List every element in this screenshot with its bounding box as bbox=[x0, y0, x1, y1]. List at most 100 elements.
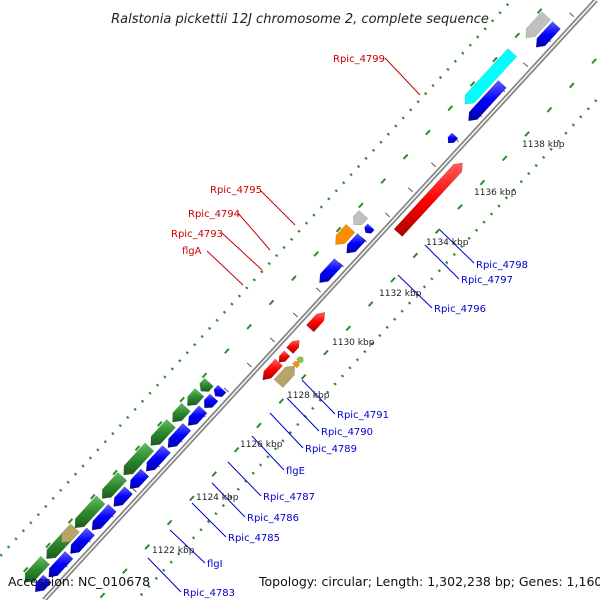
accession-text: Accession: NC_010678 bbox=[8, 574, 150, 589]
gene-rpic-4797[interactable] bbox=[335, 224, 356, 245]
gene-label-rpic-4786[interactable]: Rpic_4786 bbox=[247, 513, 299, 524]
gc-dot bbox=[282, 245, 286, 250]
gene-green-run-2[interactable] bbox=[74, 495, 106, 529]
gc-dash bbox=[434, 228, 441, 235]
gene-label-rpic-4783[interactable]: Rpic_4783 bbox=[183, 588, 235, 599]
gene-blue-run-8[interactable] bbox=[187, 405, 208, 426]
gene-rpic-4798[interactable] bbox=[364, 223, 375, 234]
gene-blue-run-5[interactable] bbox=[129, 468, 150, 490]
gc-dot bbox=[437, 269, 441, 273]
gene-blue-run-7[interactable] bbox=[167, 422, 192, 448]
gc-dot bbox=[251, 471, 255, 475]
gc-dot bbox=[258, 463, 263, 467]
gene-green-run-5[interactable] bbox=[150, 419, 176, 446]
gc-dot bbox=[379, 140, 383, 144]
gene-blue-d[interactable] bbox=[535, 21, 561, 48]
gc-dot bbox=[237, 294, 242, 298]
gc-dot bbox=[139, 592, 144, 597]
gene-blue-run-10[interactable] bbox=[213, 384, 227, 398]
gene-green-run-7[interactable] bbox=[187, 388, 205, 407]
gene-label-rpic-4798[interactable]: Rpic_4798 bbox=[476, 260, 528, 271]
gene-cyan[interactable] bbox=[464, 48, 518, 105]
gc-dot bbox=[281, 439, 285, 443]
gene-label-rpic-4794[interactable]: Rpic_4794 bbox=[188, 209, 240, 220]
tick bbox=[407, 187, 414, 193]
gene-label-rpic-4790[interactable]: Rpic_4790 bbox=[321, 427, 373, 438]
gene-label-rpic-4791[interactable]: Rpic_4791 bbox=[337, 410, 389, 421]
gc-dash bbox=[224, 348, 230, 354]
tick bbox=[292, 312, 298, 318]
gene-green-run-6[interactable] bbox=[172, 402, 191, 423]
gene-label-rpic-4793[interactable]: Rpic_4793 bbox=[171, 229, 223, 240]
gene-label-rpic-4795[interactable]: Rpic_4795 bbox=[210, 185, 262, 196]
gene-blue-run-9[interactable] bbox=[203, 393, 219, 409]
gene-blue-run-0[interactable] bbox=[34, 574, 52, 593]
gc-dot bbox=[571, 123, 576, 127]
gc-dot bbox=[409, 108, 413, 112]
gene-blue-c[interactable] bbox=[468, 80, 507, 122]
gc-dot bbox=[474, 228, 479, 232]
gene-flgi-olive[interactable] bbox=[61, 523, 80, 543]
gc-dot bbox=[556, 139, 561, 143]
gc-dot bbox=[288, 431, 293, 435]
gene-blue-small[interactable] bbox=[447, 132, 459, 144]
gc-dash bbox=[524, 131, 530, 137]
gc-dot bbox=[356, 164, 361, 169]
gc-dot bbox=[461, 51, 465, 55]
gene-rpic-4793[interactable] bbox=[278, 350, 291, 363]
gene-label-flge[interactable]: flgE bbox=[286, 466, 305, 477]
gene-label-rpic-4796[interactable]: Rpic_4796 bbox=[434, 304, 486, 315]
gc-dash bbox=[492, 56, 498, 63]
gene-label-rpic-4785[interactable]: Rpic_4785 bbox=[228, 533, 280, 544]
gc-dash bbox=[112, 469, 118, 476]
label-leader-line bbox=[147, 557, 182, 593]
gene-green-small[interactable] bbox=[296, 356, 304, 364]
gc-dot bbox=[140, 399, 145, 403]
gc-dot bbox=[519, 180, 523, 184]
gene-label-flgi[interactable]: flgI bbox=[207, 559, 223, 570]
gc-dot bbox=[21, 529, 26, 533]
gene-rpic-4796[interactable] bbox=[319, 258, 343, 284]
gc-dot bbox=[275, 253, 279, 258]
gc-dot bbox=[177, 552, 181, 556]
gc-dot bbox=[579, 115, 583, 119]
gene-orange-small[interactable] bbox=[292, 360, 300, 369]
gene-green-run-4[interactable] bbox=[123, 442, 155, 476]
gene-grey-b[interactable] bbox=[525, 11, 551, 39]
tick bbox=[523, 62, 529, 68]
gene-grey[interactable] bbox=[353, 210, 369, 225]
gene-rpic-4795[interactable] bbox=[306, 311, 326, 333]
gc-dot bbox=[363, 350, 367, 354]
label-leader-line bbox=[424, 244, 460, 280]
gene-green-run-3[interactable] bbox=[101, 472, 128, 499]
gene-rpic-4794[interactable] bbox=[286, 339, 300, 354]
gc-dash bbox=[469, 81, 476, 87]
gene-red-small[interactable] bbox=[262, 358, 283, 381]
gc-dot bbox=[541, 155, 546, 159]
gene-green-run-8[interactable] bbox=[199, 377, 214, 392]
gc-dot bbox=[29, 521, 33, 525]
gene-blue-run-3[interactable] bbox=[91, 503, 117, 531]
gc-dot bbox=[534, 163, 538, 168]
gc-dash bbox=[568, 82, 575, 89]
gene-label-flga[interactable]: flgA bbox=[182, 246, 202, 257]
gene-label-rpic-4797[interactable]: Rpic_4797 bbox=[461, 275, 513, 286]
gene-blue-run-2[interactable] bbox=[70, 527, 96, 554]
gene-blue-run-4[interactable] bbox=[113, 486, 134, 507]
gc-dot bbox=[148, 391, 152, 395]
gene-blue-b[interactable] bbox=[346, 233, 366, 254]
gene-flga[interactable] bbox=[273, 365, 295, 388]
label-leader-line bbox=[237, 212, 271, 251]
label-leaders bbox=[147, 57, 475, 593]
gc-dash bbox=[536, 8, 543, 14]
gc-dot bbox=[73, 472, 78, 476]
gc-dash bbox=[358, 202, 364, 209]
gene-label-rpic-4789[interactable]: Rpic_4789 bbox=[305, 444, 357, 455]
gene-green-run-0[interactable] bbox=[24, 555, 50, 583]
gene-blue-run-1[interactable] bbox=[48, 551, 74, 578]
gene-rpic-4799[interactable] bbox=[393, 162, 463, 237]
gene-label-rpic-4799[interactable]: Rpic_4799 bbox=[333, 54, 385, 65]
gc-dot bbox=[415, 293, 419, 297]
gene-blue-run-6[interactable] bbox=[145, 445, 171, 472]
gene-label-rpic-4787[interactable]: Rpic_4787 bbox=[263, 492, 315, 503]
